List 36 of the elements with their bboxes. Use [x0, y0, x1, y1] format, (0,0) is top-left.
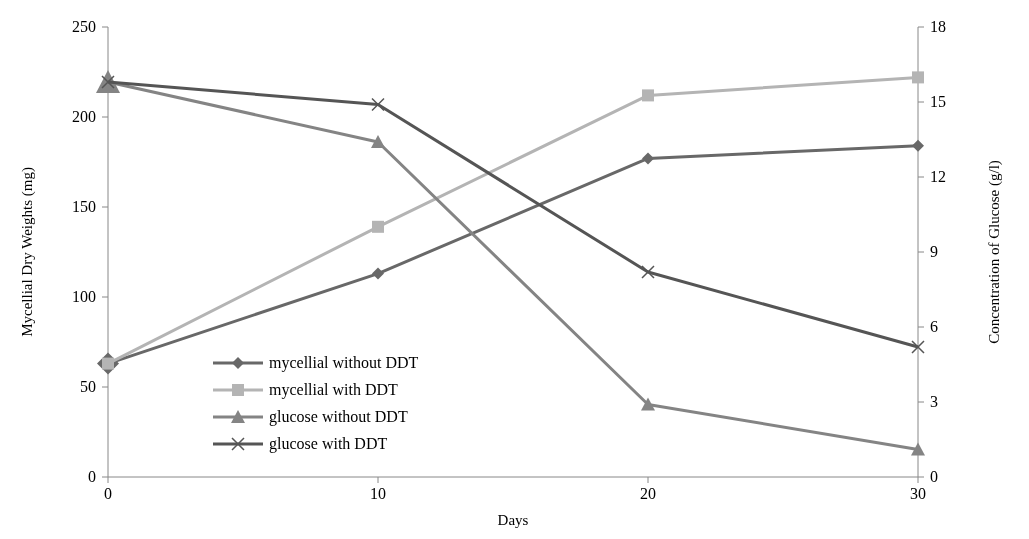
y-axis-title: Mycellial Dry Weights (mg) [19, 167, 36, 337]
point [911, 340, 925, 354]
y2-tick-label: 18 [930, 18, 946, 35]
y2-tick-label: 0 [930, 468, 938, 485]
y2-tick-label: 9 [930, 243, 938, 260]
legend-label: mycellial with DDT [269, 381, 399, 399]
point [641, 397, 655, 411]
x-tick-label: 20 [640, 485, 656, 502]
point [912, 139, 924, 152]
x-tick-label: 0 [104, 485, 112, 502]
y-tick-label: 50 [80, 378, 96, 395]
y2-tick-label: 6 [930, 318, 938, 335]
y-tick-label: 200 [72, 108, 96, 125]
point [372, 267, 384, 280]
x-tick-label: 30 [910, 485, 926, 502]
y2-tick-label: 12 [930, 168, 946, 185]
legend-label: mycellial without DDT [269, 354, 419, 372]
x-axis-title: Days [497, 512, 529, 528]
y-tick-label: 250 [72, 18, 96, 35]
y-tick-label: 150 [72, 198, 96, 215]
point [642, 152, 654, 165]
y-tick-label: 0 [88, 468, 96, 485]
legend-label: glucose without DDT [269, 408, 408, 426]
point [911, 442, 925, 456]
y2-axis-title: Concentration of Glucose (g/l) [986, 160, 1003, 344]
x-tick-label: 10 [370, 485, 386, 502]
point [641, 265, 655, 279]
y2-tick-label: 15 [930, 93, 946, 110]
point [371, 135, 385, 148]
legend-label: glucose with DDT [269, 435, 388, 453]
point [371, 97, 385, 112]
point [642, 89, 654, 102]
y-tick-label: 100 [72, 288, 96, 305]
point [372, 220, 384, 233]
point [912, 71, 924, 84]
y2-tick-label: 3 [930, 393, 938, 410]
